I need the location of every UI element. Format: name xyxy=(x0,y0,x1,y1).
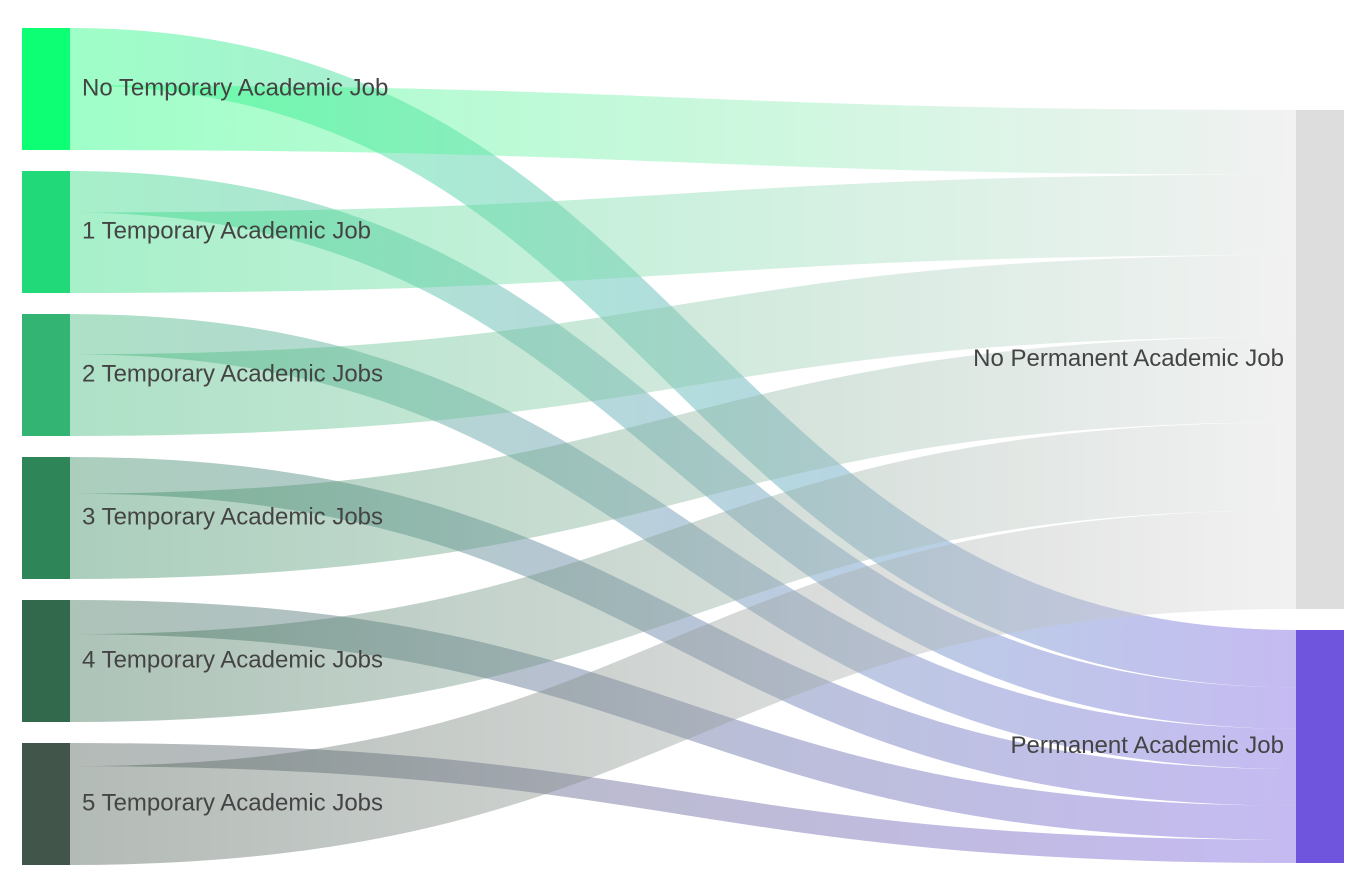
node xyxy=(22,314,70,436)
link xyxy=(69,255,1297,436)
node xyxy=(1296,110,1344,609)
node xyxy=(22,28,70,150)
node-label: Permanent Academic Job xyxy=(1011,732,1284,759)
node xyxy=(22,171,70,293)
links xyxy=(69,28,1297,865)
link xyxy=(69,85,1297,175)
node-label: 4 Temporary Academic Jobs xyxy=(82,646,383,673)
node xyxy=(22,457,70,579)
node-label: No Temporary Academic Job xyxy=(82,74,388,101)
node xyxy=(1296,629,1344,863)
node xyxy=(22,743,70,865)
link xyxy=(69,336,1297,579)
link xyxy=(69,510,1297,865)
node-label: No Permanent Academic Job xyxy=(973,345,1284,372)
link xyxy=(69,422,1297,722)
node xyxy=(22,600,70,722)
link xyxy=(69,174,1297,293)
node-label: 1 Temporary Academic Job xyxy=(82,217,371,244)
node-label: 5 Temporary Academic Jobs xyxy=(82,789,383,816)
node-label: 3 Temporary Academic Jobs xyxy=(82,503,383,530)
nodes: No Temporary Academic Job 1 Temporary Aca… xyxy=(22,28,1344,865)
node-label: 2 Temporary Academic Jobs xyxy=(82,360,383,387)
